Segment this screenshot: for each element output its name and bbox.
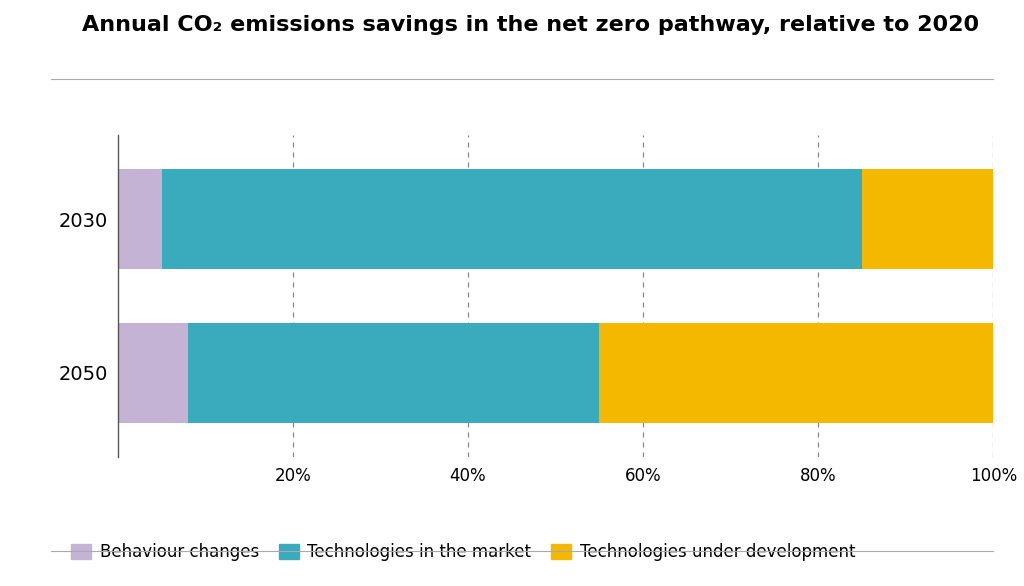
Bar (599, 323, 993, 423)
Bar (162, 169, 862, 269)
Bar (118, 323, 187, 423)
Bar (187, 323, 599, 423)
Bar (118, 169, 162, 269)
Text: Annual CO₂ emissions savings in the net zero pathway, relative to 2020: Annual CO₂ emissions savings in the net … (82, 15, 979, 35)
Legend: Behaviour changes, Technologies in the market, Technologies under development: Behaviour changes, Technologies in the m… (65, 536, 862, 568)
Bar (862, 169, 993, 269)
